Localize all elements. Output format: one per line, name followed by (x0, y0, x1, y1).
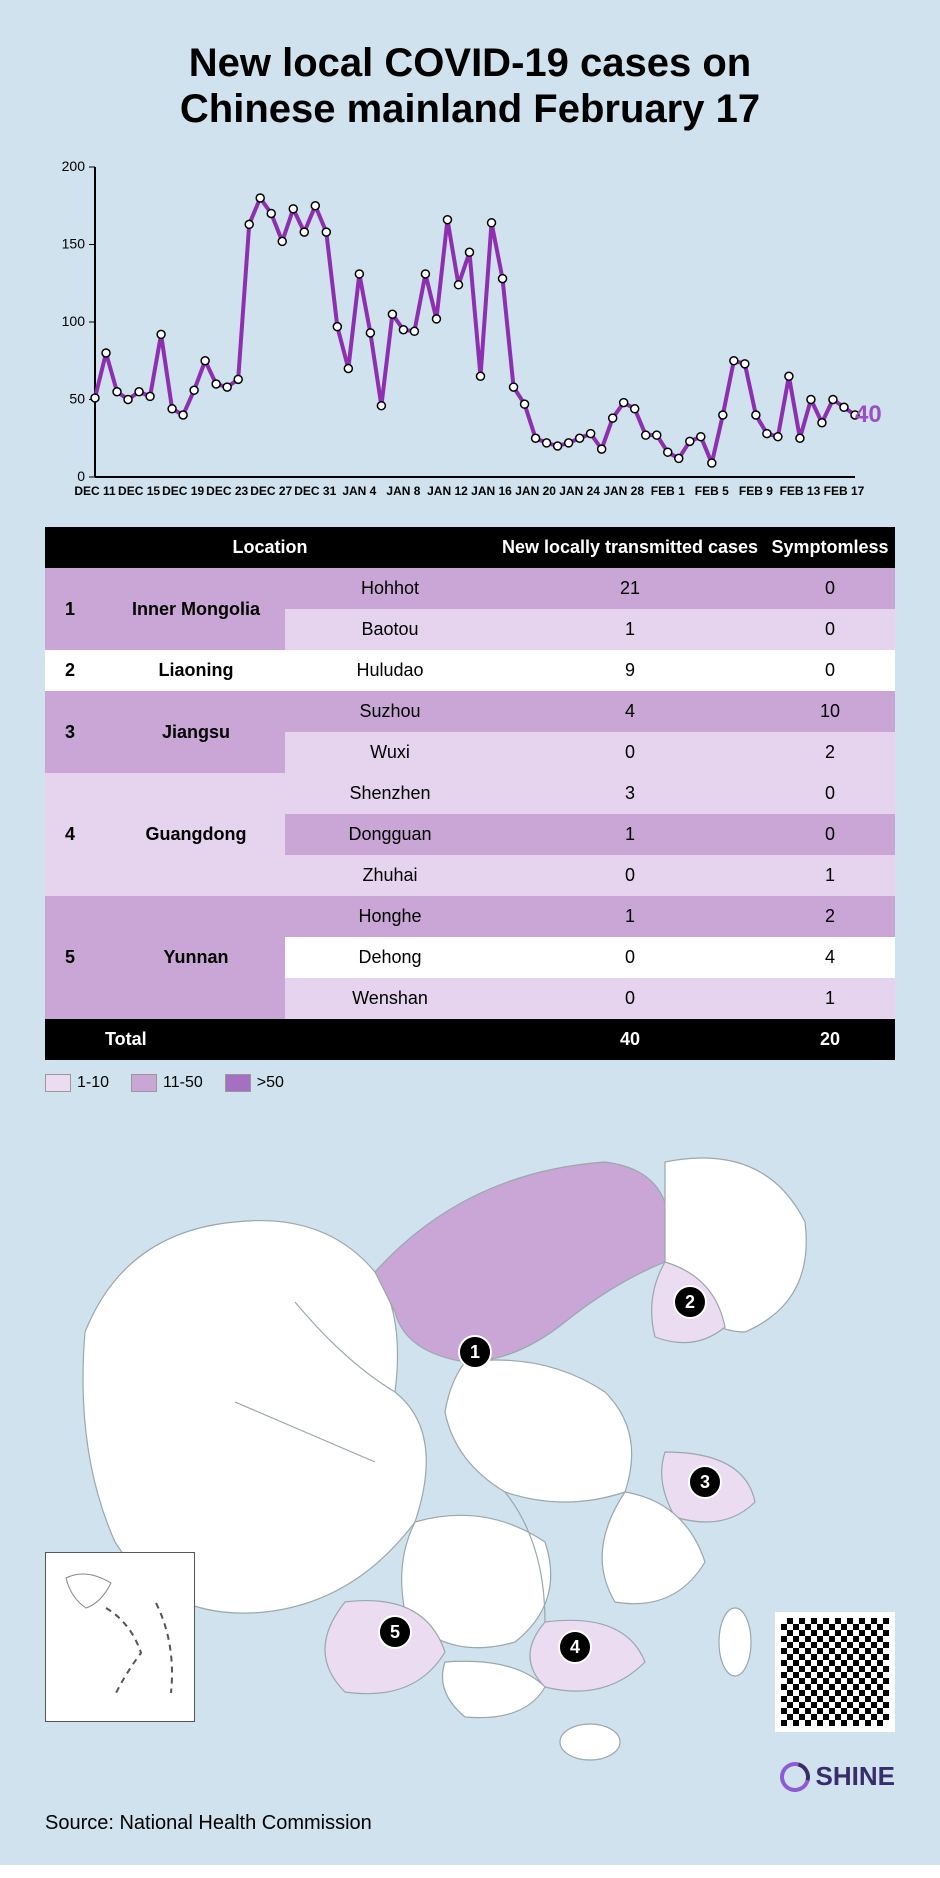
svg-text:3: 3 (700, 1472, 710, 1492)
svg-text:50: 50 (69, 391, 85, 407)
table-row: 4GuangdongShenzhen30 (45, 773, 895, 814)
svg-text:FEB 17: FEB 17 (824, 484, 865, 498)
infographic-page: New local COVID-19 cases on Chinese main… (0, 0, 940, 1865)
chart-end-value: 40 (855, 401, 882, 429)
table-total-row: Total 40 20 (45, 1019, 895, 1060)
source-attribution: Source: National Health Commission (45, 1812, 895, 1835)
line-chart-svg: 050100150200DEC 11DEC 15DEC 19DEC 23DEC … (45, 157, 895, 517)
svg-text:1: 1 (470, 1342, 480, 1362)
qr-code[interactable] (775, 1612, 895, 1732)
svg-text:FEB 9: FEB 9 (739, 484, 773, 498)
table-header-row: Location New locally transmitted cases S… (45, 527, 895, 568)
cases-table: Location New locally transmitted cases S… (45, 527, 895, 1060)
svg-text:FEB 5: FEB 5 (695, 484, 729, 498)
svg-text:JAN 4: JAN 4 (342, 484, 376, 498)
svg-text:150: 150 (62, 236, 86, 252)
cases-line-chart: 050100150200DEC 11DEC 15DEC 19DEC 23DEC … (45, 157, 895, 517)
svg-text:JAN 24: JAN 24 (559, 484, 600, 498)
page-title: New local COVID-19 cases on Chinese main… (45, 40, 895, 132)
brand-logo: SHINE (780, 1761, 895, 1792)
brand-text: SHINE (816, 1761, 895, 1792)
svg-text:JAN 16: JAN 16 (471, 484, 512, 498)
legend-item: >50 (225, 1074, 284, 1092)
svg-text:0: 0 (77, 468, 85, 484)
col-symptomless: Symptomless (765, 527, 895, 568)
map-inset-south-china-sea (45, 1552, 195, 1722)
title-line-1: New local COVID-19 cases on (189, 41, 751, 85)
svg-text:4: 4 (570, 1637, 580, 1657)
col-location: Location (45, 527, 495, 568)
china-map: 1 2 3 4 5 SHINE (45, 1102, 895, 1802)
svg-text:FEB 13: FEB 13 (780, 484, 821, 498)
brand-icon (774, 1756, 815, 1797)
svg-text:DEC 23: DEC 23 (206, 484, 248, 498)
col-cases: New locally transmitted cases (495, 527, 765, 568)
svg-text:JAN 28: JAN 28 (603, 484, 644, 498)
region-inner-mongolia (375, 1162, 669, 1362)
total-symptomless: 20 (765, 1019, 895, 1060)
table-row: 5YunnanHonghe12 (45, 896, 895, 937)
svg-text:5: 5 (390, 1622, 400, 1642)
svg-text:JAN 8: JAN 8 (386, 484, 420, 498)
total-label: Total (45, 1019, 495, 1060)
total-cases: 40 (495, 1019, 765, 1060)
svg-text:JAN 12: JAN 12 (427, 484, 468, 498)
table-row: 2LiaoningHuludao90 (45, 650, 895, 691)
svg-text:DEC 11: DEC 11 (74, 484, 116, 498)
table-row: 3JiangsuSuzhou410 (45, 691, 895, 732)
svg-text:JAN 20: JAN 20 (515, 484, 556, 498)
table-row: 1Inner MongoliaHohhot210 (45, 568, 895, 609)
legend-item: 1-10 (45, 1074, 109, 1092)
svg-text:DEC 19: DEC 19 (162, 484, 204, 498)
legend-item: 11-50 (131, 1074, 203, 1092)
svg-text:DEC 31: DEC 31 (294, 484, 336, 498)
svg-text:200: 200 (62, 158, 86, 174)
svg-text:FEB 1: FEB 1 (651, 484, 685, 498)
svg-text:DEC 27: DEC 27 (250, 484, 292, 498)
map-legend: 1-10 11-50 >50 (45, 1074, 895, 1092)
svg-text:DEC 15: DEC 15 (118, 484, 160, 498)
svg-text:2: 2 (685, 1292, 695, 1312)
svg-text:100: 100 (62, 313, 86, 329)
title-line-2: Chinese mainland February 17 (180, 87, 760, 131)
